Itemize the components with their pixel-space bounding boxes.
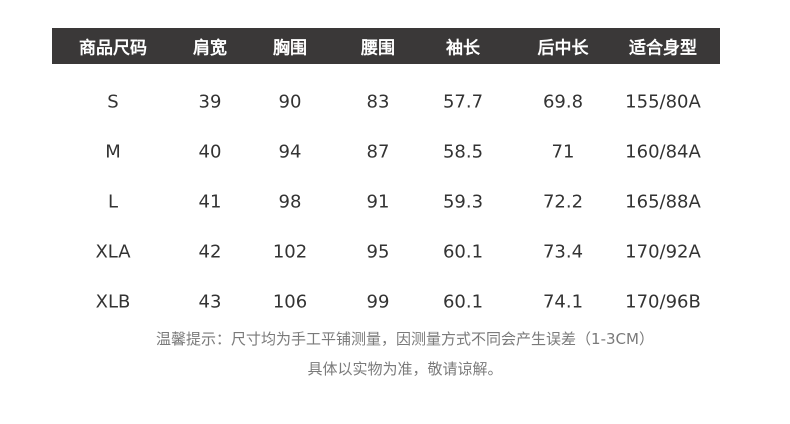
table-cell: 91 [366, 191, 390, 213]
table-cell: XLB [95, 291, 131, 313]
table-cell: 102 [272, 241, 308, 263]
table-cell: 74.1 [542, 291, 584, 313]
table-cell: 170/92A [625, 241, 701, 263]
table-cell: 39 [198, 91, 222, 113]
header-cell: 商品尺码 [79, 38, 147, 59]
table-cell: 72.2 [542, 191, 584, 213]
table-cell: 69.8 [542, 91, 584, 113]
header-cell: 袖长 [446, 38, 480, 59]
table-header: 商品尺码 肩宽 胸围 腰围 袖长 后中长 适合身型 [52, 28, 720, 64]
table-cell: 95 [366, 241, 390, 263]
table-cell: 160/84A [625, 141, 701, 163]
table-cell: 90 [278, 91, 302, 113]
header-cell: 后中长 [537, 38, 589, 59]
table-cell: 155/80A [625, 91, 701, 113]
header-cell: 适合身型 [629, 38, 697, 59]
table-cell: 94 [278, 141, 302, 163]
table-cell: 60.1 [442, 241, 484, 263]
table-cell: M [105, 141, 121, 163]
table-cell: 73.4 [542, 241, 584, 263]
table-cell: XLA [95, 241, 131, 263]
table-cell: 99 [366, 291, 390, 313]
table-cell: L [107, 191, 119, 213]
table-cell: 87 [366, 141, 390, 163]
header-cell: 腰围 [361, 38, 395, 59]
table-cell: 165/88A [625, 191, 701, 213]
table-cell: 60.1 [442, 291, 484, 313]
table-cell: 58.5 [442, 141, 484, 163]
table-cell: 40 [198, 141, 222, 163]
table-cell: 83 [366, 91, 390, 113]
table-cell: 170/96B [625, 291, 701, 313]
note-line-2: 具体以实物为准，敬请谅解。 [307, 360, 503, 378]
table-cell: 106 [272, 291, 308, 313]
note-line-1: 温馨提示：尺寸均为手工平铺测量，因测量方式不同会产生误差（1-3CM） [156, 330, 654, 348]
table-cell: S [107, 91, 119, 113]
table-cell: 59.3 [442, 191, 484, 213]
table-cell: 43 [198, 291, 222, 313]
table-cell: 41 [198, 191, 222, 213]
table-cell: 71 [551, 141, 575, 163]
header-cell: 胸围 [273, 38, 307, 59]
header-cell: 肩宽 [193, 38, 227, 59]
table-cell: 98 [278, 191, 302, 213]
table-cell: 42 [198, 241, 222, 263]
table-cell: 57.7 [442, 91, 484, 113]
